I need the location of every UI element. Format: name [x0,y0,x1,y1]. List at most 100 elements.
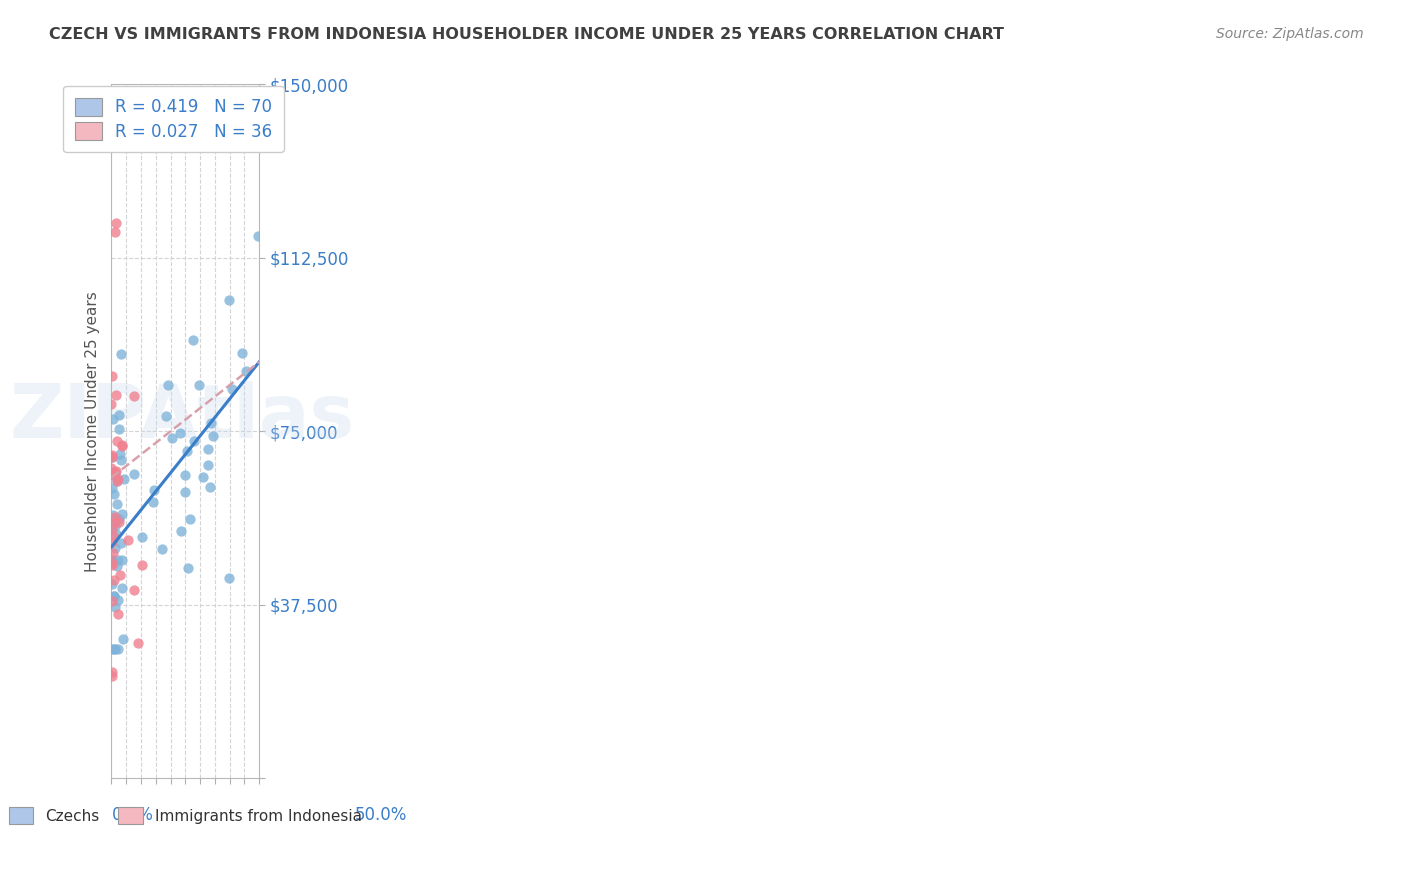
Point [103,573,125,587]
Point [101,594,124,608]
Text: 0.0%: 0.0% [111,806,153,824]
Point [231,346,253,360]
Point [104,466,127,480]
Point [170,524,193,538]
Point [104,216,127,230]
Point [101,465,124,479]
Point [110,452,132,467]
Point [104,464,127,478]
Text: CZECH VS IMMIGRANTS FROM INDONESIA HOUSEHOLDER INCOME UNDER 25 YEARS CORRELATION: CZECH VS IMMIGRANTS FROM INDONESIA HOUSE… [49,27,1004,42]
Point [101,411,124,425]
Point [101,368,124,383]
Point [100,553,122,567]
Point [110,536,132,550]
Point [104,465,127,479]
Point [169,425,191,440]
Point [131,558,153,572]
Point [101,556,124,570]
Point [107,641,129,656]
Point [108,447,131,461]
Point [131,530,153,544]
Point [103,530,125,544]
Point [156,378,179,392]
Point [107,422,129,436]
Point [188,377,211,392]
Point [107,472,129,486]
Point [100,576,122,591]
Point [103,590,125,604]
Point [142,483,165,497]
Point [110,438,132,452]
Point [124,467,146,482]
Point [160,431,183,445]
Point [104,515,127,529]
Point [103,486,125,500]
Point [100,450,122,464]
Text: Source: ZipAtlas.com: Source: ZipAtlas.com [1216,27,1364,41]
Point [105,497,128,511]
Point [111,632,134,647]
Point [100,518,122,533]
Point [100,467,122,481]
Text: 50.0%: 50.0% [354,806,406,824]
Point [108,515,131,529]
Point [101,553,124,567]
Point [127,636,149,650]
Point [150,542,173,557]
Point [105,474,128,488]
Point [174,468,197,483]
Point [200,480,222,494]
Point [181,333,204,347]
Point [105,388,128,402]
Point [200,416,222,430]
Point [105,527,128,541]
Point [104,641,127,656]
Point [101,546,124,560]
Point [122,583,145,598]
Point [117,533,139,548]
Point [193,470,215,484]
Point [142,494,165,508]
Point [101,522,124,536]
Point [107,408,129,422]
Point [218,571,240,585]
Point [101,468,124,483]
Point [176,444,198,458]
Legend: Czechs, Immigrants from Indonesia: Czechs, Immigrants from Indonesia [0,798,371,833]
Point [112,472,135,486]
Point [218,293,240,307]
Text: ZIPAtlas: ZIPAtlas [10,381,354,454]
Point [110,347,132,361]
Point [107,474,129,488]
Point [183,434,205,449]
Point [100,397,122,411]
Point [100,641,122,656]
Point [155,409,177,423]
Point [104,600,127,615]
Point [104,226,127,240]
Point [101,669,124,683]
Point [111,507,134,521]
Point [105,558,128,573]
Point [111,439,134,453]
Point [103,508,125,522]
Point [177,561,200,575]
Point [100,665,122,679]
Point [107,592,129,607]
Point [104,509,127,524]
Point [173,484,195,499]
Point [111,553,134,567]
Point [100,448,122,462]
Y-axis label: Householder Income Under 25 years: Householder Income Under 25 years [86,291,100,572]
Point [247,229,270,244]
Point [103,589,125,603]
Point [197,458,219,472]
Point [179,512,201,526]
Point [107,512,129,526]
Point [101,535,124,549]
Point [221,382,243,396]
Point [201,428,224,442]
Point [122,389,145,403]
Point [101,481,124,495]
Point [104,518,127,533]
